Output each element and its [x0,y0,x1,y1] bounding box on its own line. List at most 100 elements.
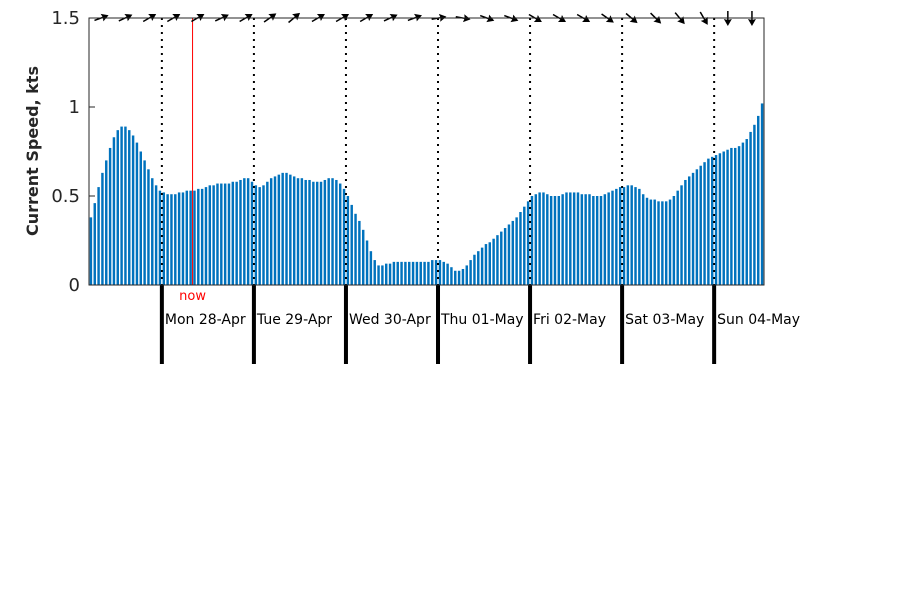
bar [442,261,445,285]
bar [193,190,196,285]
bar [557,196,561,285]
bar [649,199,653,285]
bar [427,261,430,285]
bar [162,192,166,285]
bar [711,156,714,285]
bar [97,187,100,285]
bar [385,263,388,285]
day-label: Mon 28-Apr [165,312,246,328]
bar [151,178,154,285]
bar [392,261,396,285]
bar [576,192,580,285]
day-boundary-lines [159,18,717,364]
bar [177,192,181,285]
bar [500,231,503,285]
bar [538,192,541,285]
bar [227,183,231,285]
bar [691,172,695,285]
bar [143,160,146,285]
bar [450,267,453,285]
bar [565,192,568,285]
bar [170,194,173,285]
bar [737,146,741,285]
bar [327,178,330,285]
now-label: now [179,289,206,304]
bar [273,176,277,285]
bar [753,124,756,285]
bar [630,185,633,285]
bar [726,149,729,285]
bar [266,181,269,285]
bar [438,260,442,285]
bar [546,194,549,285]
bar [204,187,208,285]
bar [281,172,284,285]
bar [741,142,745,285]
bar [454,270,457,285]
bar [189,190,192,285]
bar [231,181,235,285]
bar [223,183,227,285]
bar [549,196,553,285]
bar [569,192,572,285]
bar [369,251,373,285]
direction-arrow [288,12,301,24]
bar [185,190,189,285]
bar [300,178,304,285]
bar [404,261,407,285]
bar [308,179,311,285]
bar [128,130,131,285]
bar [534,194,538,285]
bar [373,260,376,285]
bar [120,126,123,285]
bar [507,224,511,285]
bar [243,178,246,285]
bar [258,187,261,285]
direction-arrow [166,14,181,23]
bar [200,188,204,285]
bar [216,183,219,285]
direction-arrow [191,14,205,23]
bar [377,265,380,285]
bar [350,204,353,285]
bar [526,201,530,285]
bar [760,103,764,285]
bar [530,196,534,285]
day-label: Wed 30-Apr [349,312,431,328]
bar [331,178,334,285]
bar [465,265,468,285]
bar [542,192,545,285]
bar [473,254,476,285]
bar [622,187,626,285]
bar [599,196,603,285]
direction-arrow [311,14,325,23]
bar [641,194,645,285]
bar [131,135,135,285]
bar [611,190,614,285]
day-labels: Mon 28-Apr Tue 29-Apr Wed 30-Apr Thu 01-May… [165,312,800,328]
bar [730,147,733,285]
bar [423,261,426,285]
direction-arrow [359,14,374,23]
bar [722,151,725,285]
direction-arrow [601,13,614,23]
bar [124,126,127,285]
bar [707,158,710,285]
bar [262,185,265,285]
bar [684,179,687,285]
bar [269,178,273,285]
bar [147,169,150,285]
bar [588,194,591,285]
bar [745,139,748,285]
bar [208,185,212,285]
bar [381,265,384,285]
bar [312,181,315,285]
bar [496,235,499,285]
bar [239,179,242,285]
bar [135,142,139,285]
bar [411,261,415,285]
y-axis-ticks: 0 0.5 1 1.5 [51,8,95,296]
bar [434,260,438,285]
bar [342,188,346,285]
